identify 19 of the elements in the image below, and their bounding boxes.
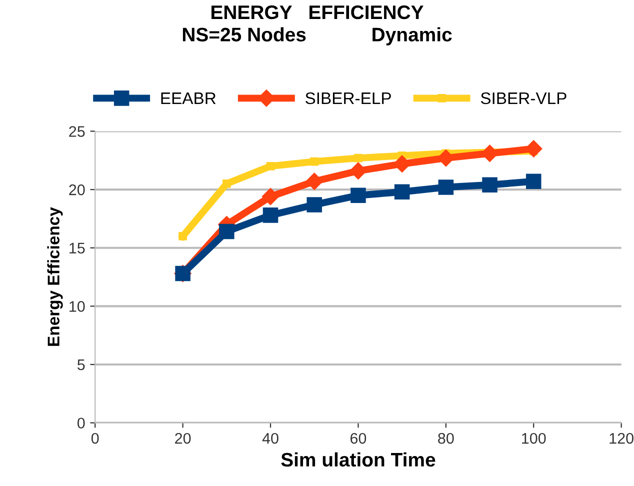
x-tick-label: 120	[610, 432, 634, 444]
legend-label: EEABR	[161, 92, 216, 104]
legend-label: SIBER-ELP	[306, 92, 391, 104]
x-tick-label: 20	[175, 432, 191, 444]
x-tick-label: 80	[438, 432, 454, 444]
y-tick-label: 10	[70, 301, 85, 312]
x-tick-label: 0	[91, 432, 99, 444]
y-tick-label: 0	[77, 418, 85, 429]
x-axis-title: Sim ulation Time	[281, 452, 436, 467]
y-tick-label: 25	[69, 126, 85, 137]
y-tick-label: 20	[69, 184, 85, 196]
y-tick-label: 5	[77, 360, 85, 370]
x-tick-label: 40	[262, 432, 278, 444]
x-tick-label: 100	[522, 432, 546, 444]
y-tick-label: 15	[70, 242, 85, 254]
legend-label: SIBER-VLP	[480, 92, 566, 104]
x-tick-label: 60	[350, 432, 366, 444]
chart-title: ENERGY EFFICIENCY NS=25 Nodes Dynamic	[182, 5, 452, 46]
y-axis-title: Energy Efficiency	[47, 207, 63, 346]
